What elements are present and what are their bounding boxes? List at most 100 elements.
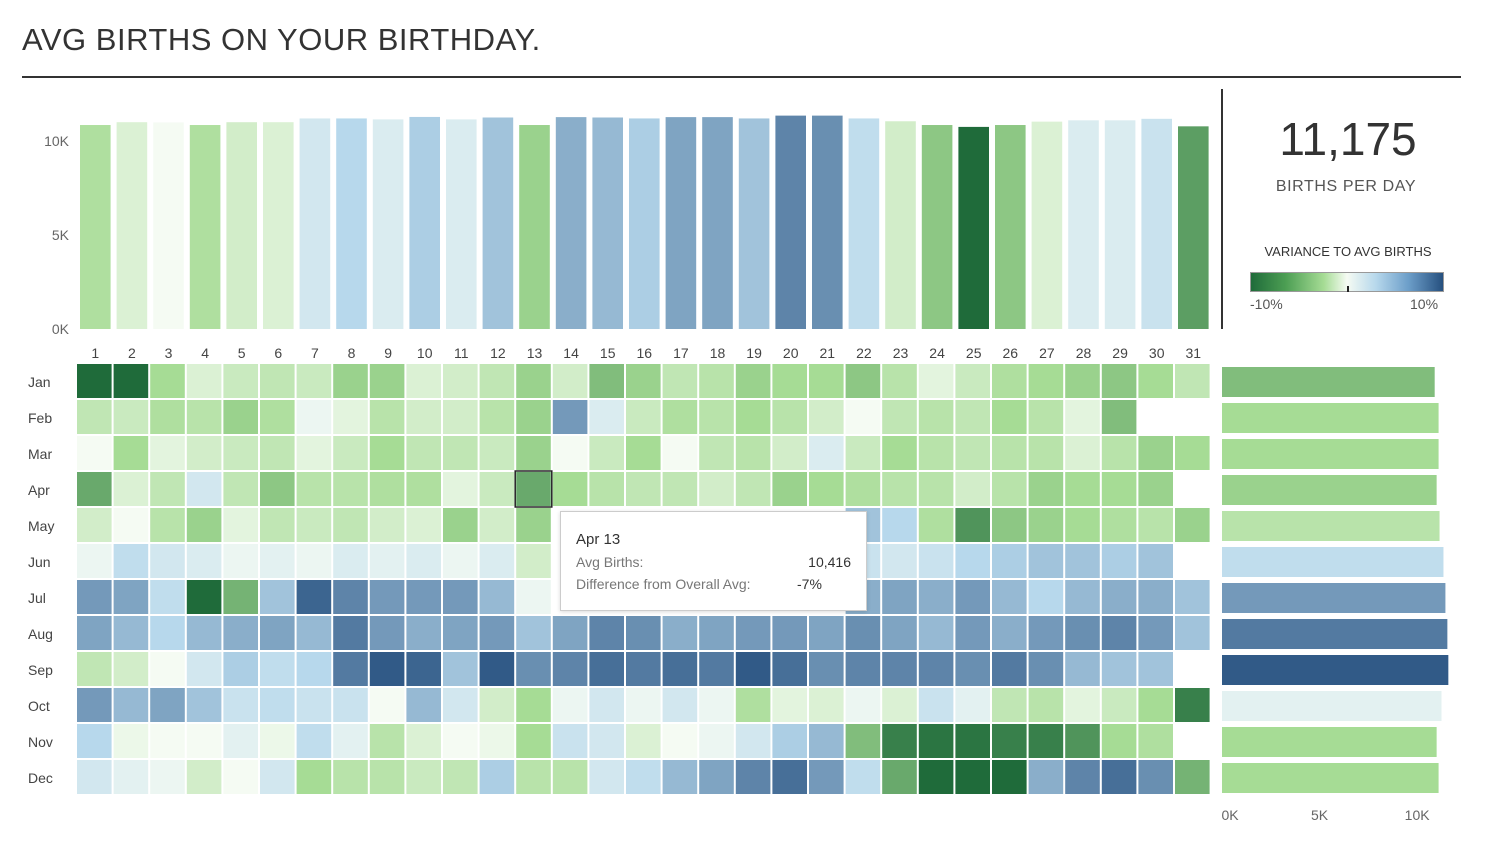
- day-bar: [372, 119, 404, 329]
- heatmap-cell: [1065, 580, 1100, 614]
- heatmap-cell: [333, 508, 368, 542]
- heatmap-cell: [552, 436, 588, 470]
- day-column-label: 18: [710, 345, 726, 361]
- heatmap-cell: [516, 400, 551, 434]
- vertical-divider: [1221, 89, 1223, 329]
- heatmap-cell: [369, 364, 405, 398]
- heatmap-cell: [516, 436, 551, 470]
- heatmap-cell: [1028, 760, 1064, 794]
- heatmap-cell: [260, 724, 295, 758]
- heatmap-cell: [1101, 724, 1137, 758]
- heatmap-cell: [77, 652, 112, 686]
- heatmap-cell: [1065, 760, 1100, 794]
- heatmap-cell: [992, 472, 1027, 506]
- heatmap-cell: [882, 400, 917, 434]
- heatmap-cell: [1028, 364, 1064, 398]
- heatmap-cell: [845, 364, 881, 398]
- heatmap-cell: [1101, 472, 1137, 506]
- heatmap-cell: [992, 364, 1027, 398]
- heatmap-cell: [150, 724, 185, 758]
- day-bar: [629, 118, 660, 329]
- heatmap-cell: [955, 580, 990, 614]
- heatmap-cell: [77, 688, 112, 722]
- heatmap-cell: [772, 724, 807, 758]
- heatmap-cell: [662, 364, 698, 398]
- day-column-label: 5: [238, 345, 246, 361]
- day-column-label: 7: [311, 345, 319, 361]
- heatmap-cell: [772, 364, 807, 398]
- heatmap-cell: [186, 580, 222, 614]
- day-bar: [299, 118, 331, 329]
- heatmap-cell: [296, 724, 332, 758]
- heatmap-cell: [479, 508, 515, 542]
- heatmap-cell: [77, 400, 112, 434]
- heatmap-cell: [186, 724, 222, 758]
- month-row-label: May: [28, 518, 54, 534]
- heatmap-cell: [955, 364, 990, 398]
- heatmap-cell: [296, 652, 332, 686]
- heatmap-cell: [772, 400, 807, 434]
- heatmap-cell: [369, 760, 405, 794]
- heatmap-cell: [516, 724, 551, 758]
- heatmap-cell: [955, 544, 990, 578]
- month-bar: [1222, 475, 1437, 505]
- month-row-label: Aug: [28, 626, 53, 642]
- heatmap-cell: [186, 616, 222, 650]
- kpi-value: 11,175: [1279, 113, 1417, 165]
- heatmap-cell: [516, 364, 551, 398]
- heatmap-cell: [406, 724, 441, 758]
- heatmap-cell: [150, 508, 185, 542]
- heatmap-cell: [735, 652, 771, 686]
- heatmap-cell: [443, 472, 478, 506]
- heatmap-cell: [223, 508, 258, 542]
- heatmap-cell: [699, 724, 734, 758]
- heatmap-cell: [735, 400, 771, 434]
- day-column-label: 11: [454, 345, 469, 361]
- heatmap-cell: [809, 724, 844, 758]
- heatmap-cell: [223, 472, 258, 506]
- day-bar: [263, 122, 294, 329]
- heatmap-cell: [186, 436, 222, 470]
- day-bar: [592, 117, 623, 329]
- heatmap-cell: [626, 760, 661, 794]
- month-bar: [1222, 655, 1449, 685]
- legend-title: VARIANCE TO AVG BIRTHS: [1264, 244, 1432, 259]
- heatmap-cell: [626, 724, 661, 758]
- day-column-label: 13: [527, 345, 543, 361]
- heatmap-cell: [150, 616, 185, 650]
- tooltip-difference-label: Difference from Overall Avg:: [576, 576, 751, 592]
- day-bar: [775, 115, 806, 330]
- heatmap-cell: [443, 508, 478, 542]
- heatmap-cell: [369, 688, 405, 722]
- legend-min-label: -10%: [1250, 296, 1283, 312]
- heatmap-cell: [1028, 544, 1064, 578]
- x-tick-label: 5K: [1311, 807, 1329, 823]
- heatmap-cell: [992, 688, 1027, 722]
- heatmap-cell: [626, 400, 661, 434]
- heatmap-cell: [845, 760, 881, 794]
- heatmap-cell: [260, 652, 295, 686]
- heatmap-cell: [662, 760, 698, 794]
- heatmap-cell: [369, 544, 405, 578]
- heatmap-cell: [369, 508, 405, 542]
- heatmap-cell: [369, 580, 405, 614]
- month-row-label: Apr: [28, 482, 50, 498]
- heatmap-cell: [552, 724, 588, 758]
- heatmap-cell: [296, 472, 332, 506]
- heatmap-cell: [443, 436, 478, 470]
- legend-max-label: 10%: [1410, 296, 1439, 312]
- heatmap-cell: [735, 616, 771, 650]
- heatmap-cell: [1175, 436, 1210, 470]
- heatmap-cell: [260, 580, 295, 614]
- heatmap-cell: [223, 544, 258, 578]
- heatmap-cell: [443, 580, 478, 614]
- heatmap-cell: [662, 652, 698, 686]
- heatmap-cell: [1028, 400, 1064, 434]
- day-column-label: 9: [384, 345, 392, 361]
- heatmap-cell: [589, 364, 624, 398]
- heatmap-cell: [333, 472, 368, 506]
- heatmap-cell: [626, 364, 661, 398]
- heatmap-cell: [406, 472, 441, 506]
- heatmap-cell: [77, 436, 112, 470]
